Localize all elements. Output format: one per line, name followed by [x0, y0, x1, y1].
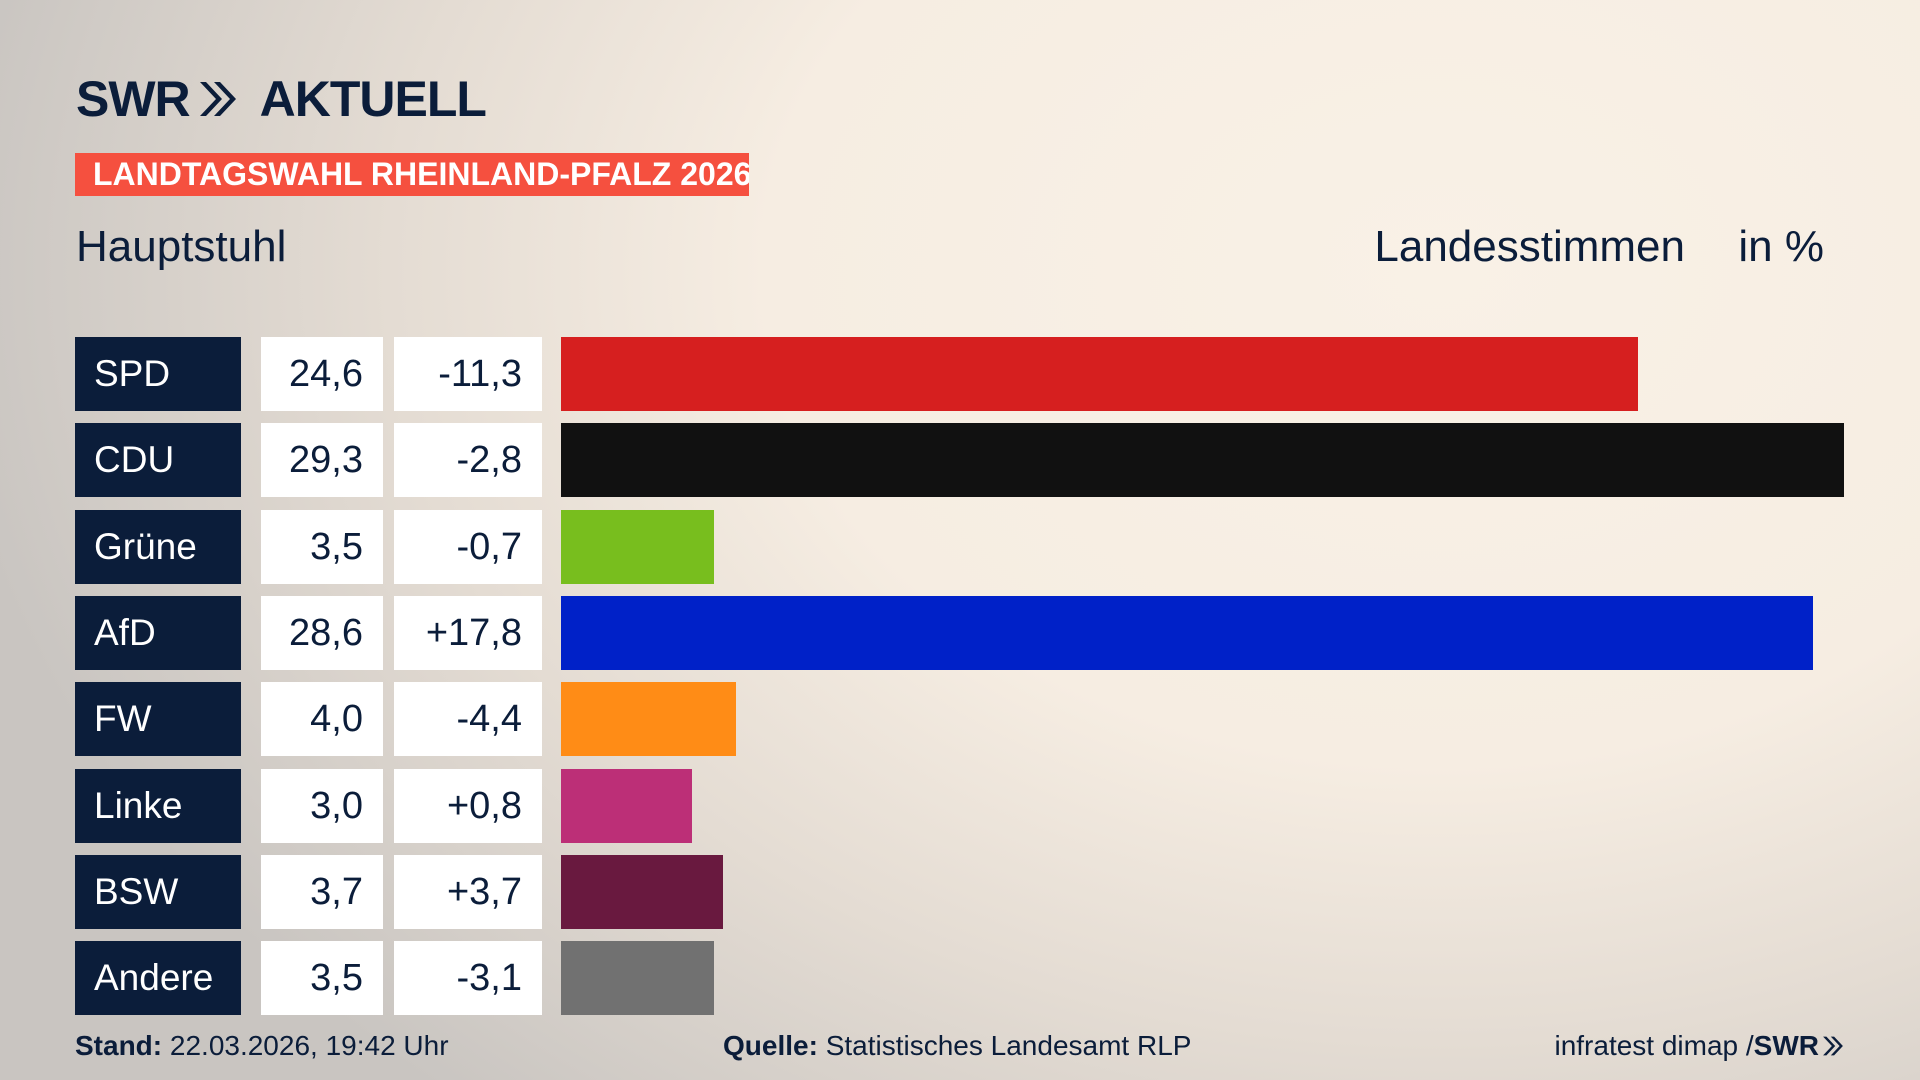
bar	[561, 682, 737, 757]
party-label: AfD	[75, 595, 241, 670]
stand-value: 22.03.2026, 19:42 Uhr	[169, 1030, 449, 1061]
swr-small-logo: SWR	[1753, 1030, 1819, 1061]
logo-swr: SWR	[76, 71, 191, 127]
election-banner: LANDTAGSWAHL RHEINLAND-PFALZ 2026	[75, 153, 749, 196]
logo-aktuell: AKTUELL	[259, 71, 487, 127]
source-value: Statistisches Landesamt RLP	[825, 1030, 1192, 1061]
value-label: 29,3	[261, 423, 383, 498]
bar-row: FW 4,0 -4,4	[0, 682, 1920, 757]
party-label: SPD	[75, 337, 241, 411]
value-label: 24,6	[261, 337, 383, 411]
unit-label: in %	[1738, 222, 1824, 271]
value-label: 3,5	[261, 509, 383, 584]
value-label: 3,0	[261, 768, 383, 843]
diff-label: +0,8	[394, 768, 542, 843]
party-label: Linke	[75, 768, 241, 843]
bar-row: Andere 3,5 -3,1	[0, 941, 1920, 1016]
bar	[561, 941, 715, 1016]
bar-row: BSW 3,7 +3,7	[0, 854, 1920, 929]
measure-label: Landesstimmen	[1374, 222, 1685, 271]
diff-label: -11,3	[394, 337, 542, 411]
bar	[561, 423, 1844, 498]
bar	[561, 595, 1814, 670]
double-chevron-icon	[1823, 1036, 1843, 1056]
value-label: 3,7	[261, 854, 383, 929]
diff-label: -4,4	[394, 682, 542, 757]
place-title: Hauptstuhl	[76, 222, 287, 271]
value-label: 3,5	[261, 941, 383, 1016]
bar-row: Grüne 3,5 -0,7	[0, 509, 1920, 584]
value-label: 4,0	[261, 682, 383, 757]
bar	[561, 768, 693, 843]
party-label: Andere	[75, 941, 241, 1016]
bar-row: Linke 3,0 +0,8	[0, 768, 1920, 843]
diff-label: -3,1	[394, 941, 542, 1016]
double-chevron-icon	[199, 82, 236, 116]
diff-label: +3,7	[394, 854, 542, 929]
bar-row: CDU 29,3 -2,8	[0, 423, 1920, 498]
bar	[561, 337, 1639, 411]
bar	[561, 509, 715, 584]
credit: infratest dimap / SWR	[1554, 1030, 1844, 1062]
bar-row: SPD 24,6 -11,3	[0, 337, 1920, 411]
diff-label: -2,8	[394, 423, 542, 498]
party-label: Grüne	[75, 509, 241, 584]
value-label: 28,6	[261, 595, 383, 670]
swr-aktuell-logo: SWR AKTUELL	[76, 70, 487, 128]
bar-row: AfD 28,6 +17,8	[0, 595, 1920, 670]
diff-label: +17,8	[394, 595, 542, 670]
bar	[561, 854, 724, 929]
diff-label: -0,7	[394, 509, 542, 584]
timestamp: Stand: 22.03.2026, 19:42 Uhr	[75, 1030, 449, 1062]
party-label: BSW	[75, 854, 241, 929]
source: Quelle: Statistisches Landesamt RLP	[723, 1030, 1191, 1062]
stand-label: Stand:	[75, 1030, 163, 1061]
source-label: Quelle:	[723, 1030, 818, 1061]
credit-text: infratest dimap /	[1554, 1030, 1754, 1061]
party-label: FW	[75, 682, 241, 757]
party-label: CDU	[75, 423, 241, 498]
